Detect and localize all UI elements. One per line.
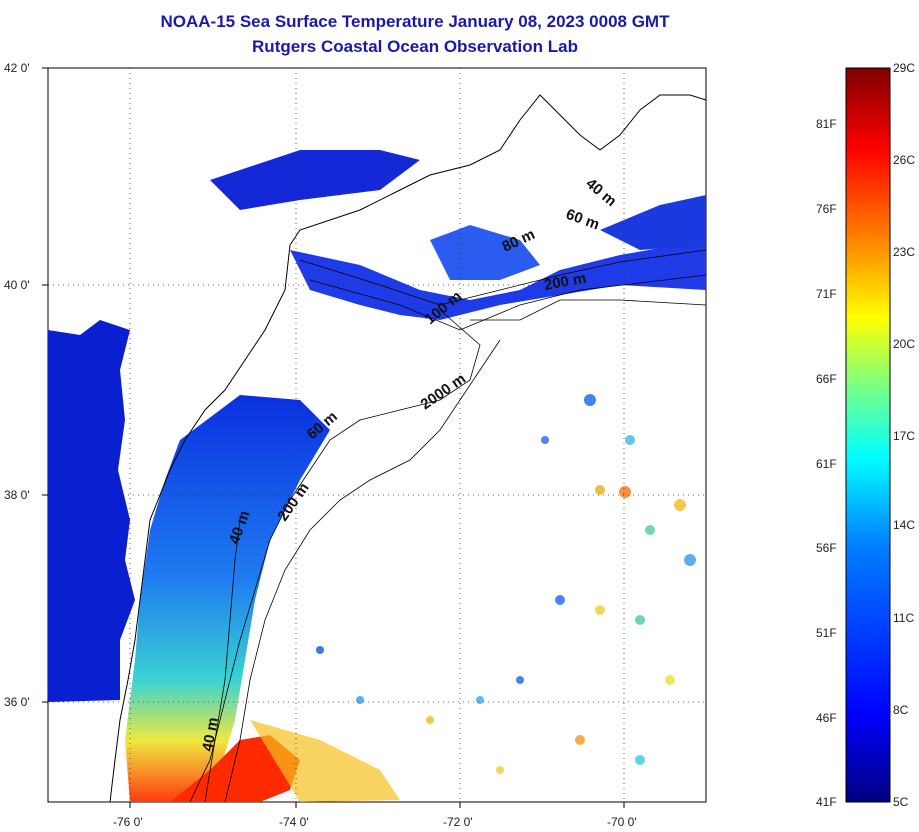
- map-subtitle: Rutgers Coastal Ocean Observation Lab: [252, 37, 578, 56]
- cloud-gap-scatter: [316, 394, 696, 774]
- chesapeake-bay-water: [48, 320, 135, 702]
- gulf-stream-core: [170, 735, 300, 802]
- northeast-shelf-water: [290, 240, 706, 320]
- shelf-water: [125, 395, 330, 802]
- colorbar-label-f: 46F: [816, 711, 837, 725]
- lon-label: -72 0': [443, 815, 473, 829]
- lat-label: 42 0': [4, 61, 30, 75]
- depth-label: 40 m: [199, 716, 222, 753]
- map-title: NOAA-15 Sea Surface Temperature January …: [160, 12, 670, 31]
- colorbar-label-c: 11C: [893, 611, 914, 625]
- colorbar-label-c: 29C: [893, 61, 915, 75]
- coastline: [109, 94, 706, 802]
- colorbar-fahrenheit-labels: 81F 76F 71F 66F 61F 56F 51F 46F 41F: [816, 117, 837, 809]
- lat-label: 38 0': [4, 488, 30, 502]
- colorbar-label-c: 5C: [893, 795, 909, 809]
- colorbar-label-c: 26C: [893, 153, 915, 167]
- colorbar-label-f: 66F: [816, 372, 837, 386]
- colorbar-label-f: 51F: [816, 626, 837, 640]
- lat-label: 40 0': [4, 278, 30, 292]
- colorbar-label-f: 81F: [816, 117, 837, 131]
- lat-label: 36 0': [4, 695, 30, 709]
- colorbar-label-c: 17C: [893, 429, 915, 443]
- colorbar: [845, 67, 891, 803]
- lon-label: -70 0': [607, 815, 637, 829]
- axis-ticks: [42, 67, 625, 808]
- colorbar-label-f: 61F: [816, 457, 837, 471]
- colorbar-label-f: 76F: [816, 202, 837, 216]
- colorbar-label-c: 23C: [893, 245, 915, 259]
- lon-label: -74 0': [279, 815, 309, 829]
- colorbar-label-f: 71F: [816, 287, 837, 301]
- depth-contours: [189, 249, 706, 802]
- colorbar-label-c: 20C: [893, 337, 915, 351]
- colorbar-celsius-labels: 29C 26C 23C 20C 17C 14C 11C 8C 5C: [893, 61, 915, 809]
- colorbar-label-c: 8C: [893, 703, 909, 717]
- colorbar-label-c: 14C: [893, 518, 915, 532]
- colorbar-label-f: 41F: [816, 795, 837, 809]
- colorbar-label-f: 56F: [816, 541, 837, 555]
- lon-label: -76 0': [113, 815, 143, 829]
